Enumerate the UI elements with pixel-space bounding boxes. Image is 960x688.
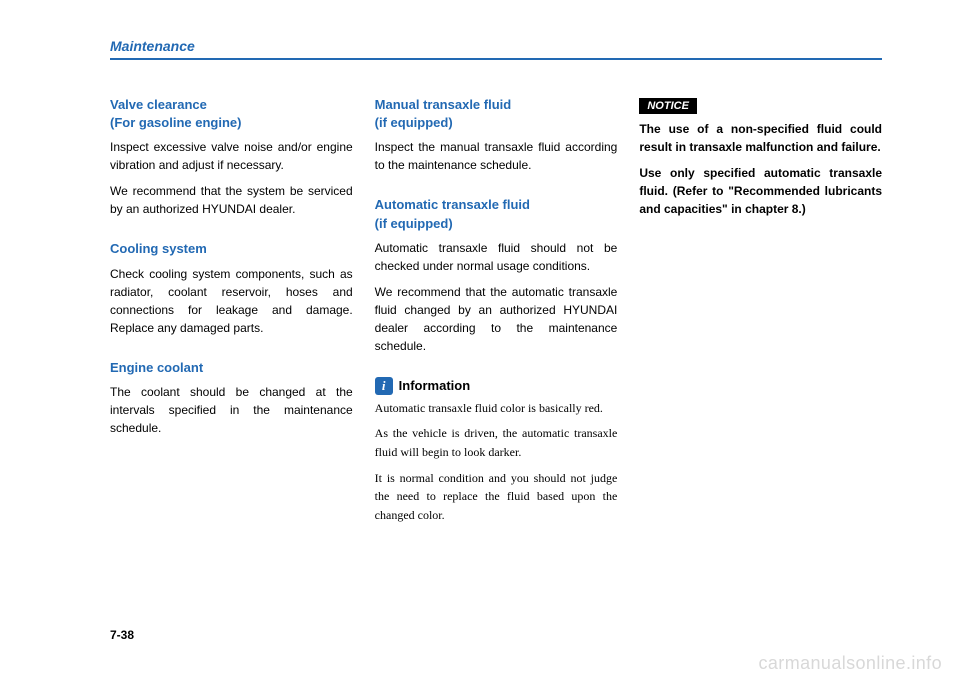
info-text: As the vehicle is driven, the automatic … [375, 424, 618, 461]
column-3: NOTICE The use of a non-specified fluid … [639, 96, 882, 546]
info-text: Automatic transaxle fluid color is basic… [375, 399, 618, 418]
body-text: Check cooling system components, such as… [110, 265, 353, 337]
info-label: Information [399, 378, 471, 393]
section-cooling-system: Cooling system Check cooling system comp… [110, 240, 353, 336]
section-heading: Valve clearance (For gasoline engine) [110, 96, 353, 132]
header-divider [110, 58, 882, 60]
information-header: i Information [375, 377, 618, 395]
info-text: It is normal condition and you should no… [375, 469, 618, 525]
section-notice: NOTICE The use of a non-specified fluid … [639, 96, 882, 218]
content-columns: Valve clearance (For gasoline engine) In… [110, 96, 882, 546]
header-title: Maintenance [110, 38, 882, 58]
body-text: Automatic transaxle fluid should not be … [375, 239, 618, 275]
notice-text: The use of a non-specified fluid could r… [639, 120, 882, 156]
section-automatic-transaxle: Automatic transaxle fluid (if equipped) … [375, 196, 618, 354]
section-engine-coolant: Engine coolant The coolant should be cha… [110, 359, 353, 437]
body-text: We recommend that the system be serviced… [110, 182, 353, 218]
heading-line-1: Valve clearance [110, 97, 207, 112]
notice-text: Use only specified automatic transaxle f… [639, 164, 882, 218]
heading-line-1: Automatic transaxle fluid [375, 197, 530, 212]
heading-line-2: (if equipped) [375, 115, 453, 130]
section-heading: Engine coolant [110, 359, 353, 377]
page-container: Maintenance Valve clearance (For gasolin… [0, 0, 960, 688]
section-heading: Cooling system [110, 240, 353, 258]
body-text: Inspect excessive valve noise and/or eng… [110, 138, 353, 174]
section-valve-clearance: Valve clearance (For gasoline engine) In… [110, 96, 353, 218]
body-text: The coolant should be changed at the int… [110, 383, 353, 437]
body-text: We recommend that the automatic transaxl… [375, 283, 618, 355]
page-header: Maintenance [110, 38, 882, 60]
watermark: carmanualsonline.info [758, 653, 942, 674]
heading-line-1: Manual transaxle fluid [375, 97, 512, 112]
section-manual-transaxle: Manual transaxle fluid (if equipped) Ins… [375, 96, 618, 174]
section-heading: Automatic transaxle fluid (if equipped) [375, 196, 618, 232]
column-2: Manual transaxle fluid (if equipped) Ins… [375, 96, 618, 546]
notice-badge: NOTICE [639, 98, 697, 114]
heading-line-2: (if equipped) [375, 216, 453, 231]
section-information: i Information Automatic transaxle fluid … [375, 377, 618, 525]
heading-line-2: (For gasoline engine) [110, 115, 241, 130]
column-1: Valve clearance (For gasoline engine) In… [110, 96, 353, 546]
info-icon: i [375, 377, 393, 395]
body-text: Inspect the manual transaxle fluid accor… [375, 138, 618, 174]
section-heading: Manual transaxle fluid (if equipped) [375, 96, 618, 132]
page-number: 7-38 [110, 628, 134, 642]
